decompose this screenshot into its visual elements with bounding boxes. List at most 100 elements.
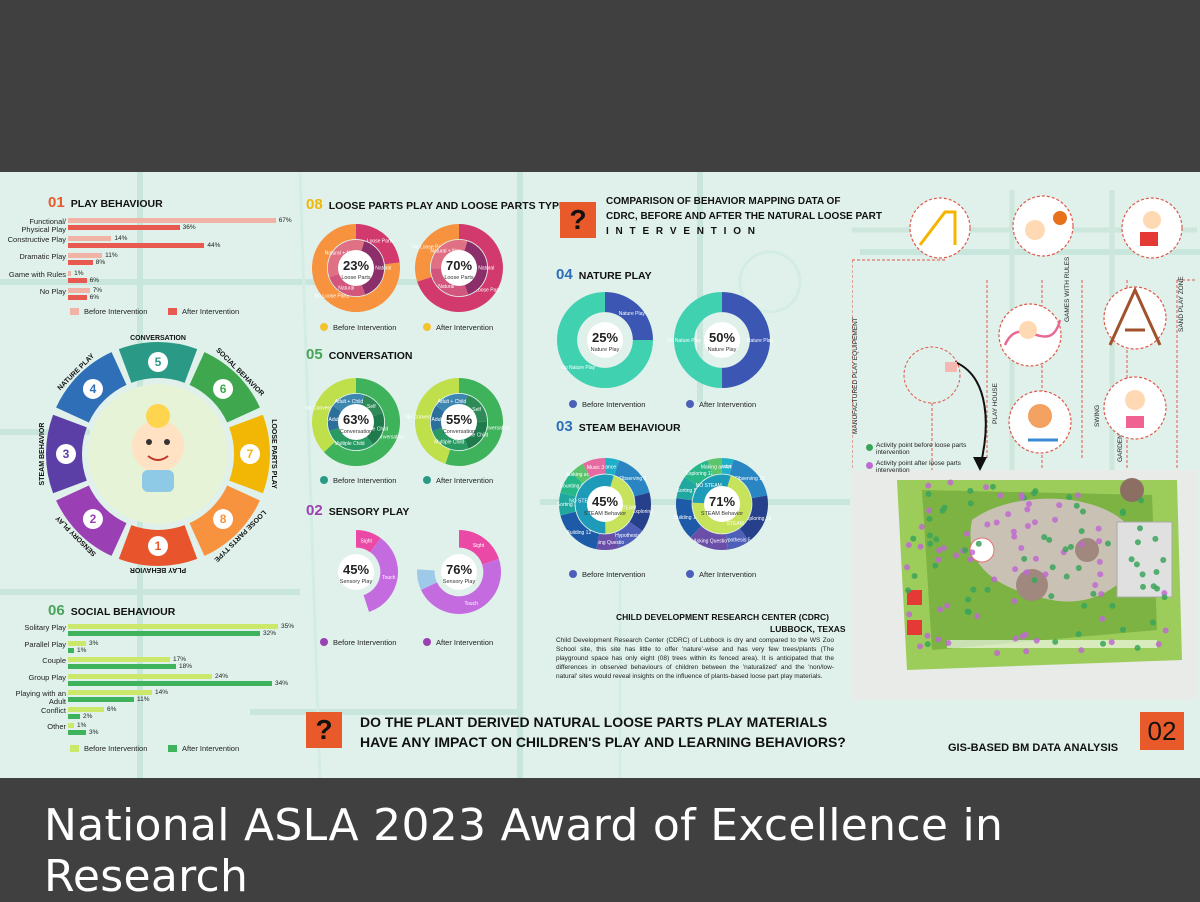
gis-label: GIS-BASED BM DATA ANALYSIS xyxy=(948,742,1119,754)
activity-point xyxy=(947,479,954,486)
activity-point xyxy=(918,523,925,530)
social-category-label: Playing with an Adult xyxy=(15,689,66,706)
activity-point xyxy=(1005,511,1012,518)
wheel-number-badge xyxy=(148,352,168,372)
donut-slice xyxy=(417,224,503,312)
activity-point xyxy=(1109,602,1116,609)
wheel-label: PLAY BEHAVIOR xyxy=(130,566,186,573)
donut-center-value: 63% xyxy=(343,412,369,427)
donut-slice xyxy=(560,472,583,497)
donut-slice xyxy=(559,492,576,516)
activity-point xyxy=(1138,497,1145,504)
activity-point xyxy=(1067,543,1074,550)
social-value-label: 35% xyxy=(281,623,295,630)
donut-slice xyxy=(323,378,401,466)
donut-slice-label: One Child xyxy=(466,433,488,439)
activity-point xyxy=(1052,638,1059,645)
activity-point xyxy=(983,484,990,491)
donut-center-label: STEAM Behavior xyxy=(584,511,626,517)
cdrc-description: Child Development Research Center (CDRC)… xyxy=(556,637,834,680)
play-bar xyxy=(68,235,112,241)
child-face-icon xyxy=(1025,220,1045,240)
donut-slice-label: No Nature Play xyxy=(561,365,595,371)
activity-point xyxy=(1098,591,1105,598)
donut-slice xyxy=(329,273,366,297)
play-bar xyxy=(68,242,205,248)
donut-center-value: 45% xyxy=(592,494,618,509)
donut-slice-label: Hypothesis 5 xyxy=(722,537,751,543)
donut-slice-label: Natural + Non xyxy=(430,248,461,254)
legend-after-dot xyxy=(866,462,873,469)
wheel-number: 8 xyxy=(220,512,227,526)
activity-point xyxy=(911,572,918,579)
activity-point xyxy=(905,541,912,548)
donut-legend-dot xyxy=(569,400,577,408)
play-value-label: 44% xyxy=(207,241,221,249)
donut-slice xyxy=(360,395,383,417)
donut-center-label: Loose Parts xyxy=(341,275,371,281)
top-band xyxy=(0,0,1200,172)
child-hair-icon xyxy=(146,404,170,428)
activity-point xyxy=(994,650,1001,657)
activity-point xyxy=(967,556,974,563)
donut-slice xyxy=(729,459,768,499)
donut-slice-label: Conversation xyxy=(375,435,405,441)
child-eye-icon xyxy=(164,439,170,445)
activity-point xyxy=(965,596,972,603)
donut-slice-label: No Nature Play xyxy=(667,338,701,344)
map-arrow xyxy=(945,361,987,471)
play-value-label: 6% xyxy=(89,294,99,301)
social-value-label: 11% xyxy=(137,696,150,703)
donut-center xyxy=(587,322,623,358)
social-legend-after-label: After Intervention xyxy=(182,744,240,753)
activity-point xyxy=(1023,569,1030,576)
donut-slice xyxy=(445,378,503,466)
play-category-label: Functional/ Physical Play xyxy=(21,217,66,234)
activity-point xyxy=(1128,556,1135,563)
activity-point xyxy=(974,613,981,620)
activity-point xyxy=(1019,633,1026,640)
gis-site-map xyxy=(852,190,1197,700)
activity-point xyxy=(1033,637,1040,644)
donut-slice xyxy=(692,475,752,534)
wheel-label: CONVERSATION xyxy=(130,335,186,342)
activity-point xyxy=(1090,590,1097,597)
donut-slice xyxy=(464,421,488,449)
play-value-label: 67% xyxy=(278,217,292,224)
donut-center-label: Sensory Play xyxy=(340,579,373,585)
activity-point xyxy=(937,606,944,613)
donut-legend-label: After Intervention xyxy=(699,570,756,579)
donut-slice xyxy=(363,538,399,612)
research-board: 01 PLAY BEHAVIOUR Functional/ Physical Pl… xyxy=(0,172,1200,778)
donut-slice xyxy=(676,498,702,538)
social-value-label: 2% xyxy=(83,712,93,720)
swing-icon xyxy=(1108,286,1162,346)
donut-slice-label: Natural + Non xyxy=(325,251,356,257)
donut-slice-label: Adult + Child xyxy=(438,399,467,405)
loose-parts-title: 08 LOOSE PARTS PLAY AND LOOSE PARTS TYPES xyxy=(306,196,573,213)
research-question: DO THE PLANT DERIVED NATURAL LOOSE PARTS… xyxy=(360,714,846,750)
slide-icon xyxy=(918,210,957,246)
activity-point xyxy=(1119,510,1126,517)
social-bar xyxy=(68,640,86,646)
activity-point xyxy=(964,608,971,615)
activity-point xyxy=(1012,566,1019,573)
activity-point xyxy=(935,636,942,643)
play-value-label: 14% xyxy=(114,234,128,242)
child-head-icon xyxy=(132,420,184,472)
donut-legend-label: After Intervention xyxy=(699,400,756,409)
social-legend-after-swatch xyxy=(168,745,177,752)
bottom-question-mark: ? xyxy=(306,712,342,748)
donut-slice-label: Touch xyxy=(465,601,479,607)
donut-slice xyxy=(739,495,768,542)
activity-point xyxy=(1153,569,1160,576)
social-category-label: Other xyxy=(47,722,66,731)
activity-point xyxy=(924,641,931,648)
donut-legend-label: Before Intervention xyxy=(582,570,645,579)
donut-legend-label: Before Intervention xyxy=(333,638,396,647)
activity-point xyxy=(1048,593,1055,600)
donut-slice-label: Loose Parts xyxy=(367,239,394,245)
activity-point xyxy=(989,483,996,490)
donut-legend-dot xyxy=(423,476,431,484)
donut-slice xyxy=(414,378,459,464)
